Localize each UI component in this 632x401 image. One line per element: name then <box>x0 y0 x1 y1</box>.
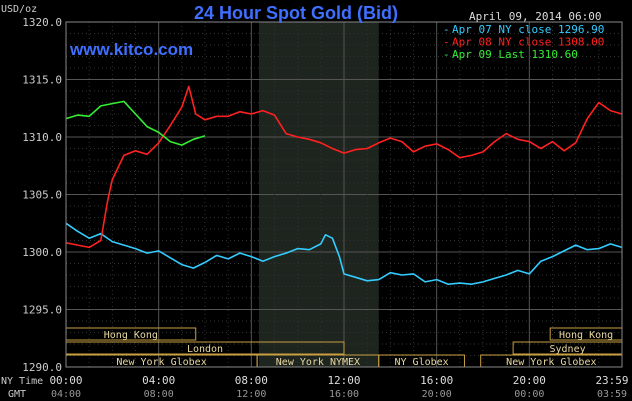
y-tick-label: 1290.0 <box>22 361 62 374</box>
chart-title: 24 Hour Spot Gold (Bid) <box>194 3 398 23</box>
y-tick-label: 1310.0 <box>22 131 62 144</box>
legend-marker: - <box>443 48 450 61</box>
source-url: www.kitco.com <box>69 40 193 59</box>
y-tick-label: 1295.0 <box>22 304 62 317</box>
x-tick-label-gmt: 20:00 <box>422 389 452 400</box>
series-line-2 <box>65 100 206 146</box>
x-tick-label-gmt: 08:00 <box>144 389 174 400</box>
x-tick-label-ny: 23:59 <box>595 374 628 387</box>
y-tick-label: 1315.0 <box>22 74 62 87</box>
series-line-1 <box>65 85 623 249</box>
unit-label: USD/oz <box>1 4 37 15</box>
y-tick-label: 1300.0 <box>22 246 62 259</box>
session-label: New York Globex <box>116 357 206 368</box>
x-tick-label-gmt: 16:00 <box>329 389 359 400</box>
plot-border <box>65 21 623 368</box>
session-label: New York Globex <box>506 357 596 368</box>
y-tick-label: 1320.0 <box>22 16 62 29</box>
x-tick-label-ny: 04:00 <box>142 374 175 387</box>
series-line-0 <box>65 222 623 286</box>
x-tick-label-gmt: 12:00 <box>236 389 266 400</box>
x-tick-label-ny: 20:00 <box>513 374 546 387</box>
x-tick-label-gmt: 00:00 <box>514 389 544 400</box>
legend-entry: Apr 09 Last 1310.60 <box>452 48 578 61</box>
legend-marker: - <box>443 36 450 49</box>
legend: - Apr 07 NY close 1296.90- Apr 08 NY close… <box>443 23 604 61</box>
x-tick-labels: 00:00 04:00 08:00 12:00 16:00 20:00 23:59 04:00… <box>49 374 628 400</box>
legend-entry: Apr 08 NY close 1308.00 <box>452 36 604 49</box>
x-tick-label-ny: 16:00 <box>420 374 453 387</box>
grid <box>66 22 622 367</box>
legend-marker: - <box>443 23 450 36</box>
x-tick-label-gmt: 03:59 <box>597 389 627 400</box>
session-label: London <box>187 344 223 355</box>
gmt-label: GMT <box>8 389 26 400</box>
x-tick-label-ny: 12:00 <box>327 374 360 387</box>
x-tick-label-ny: 00:00 <box>49 374 82 387</box>
y-tick-label: 1305.0 <box>22 189 62 202</box>
session-label: Hong Kong <box>104 330 158 341</box>
session-label: New York NYMEX <box>276 357 360 368</box>
timestamp: April 09, 2014 06:00 <box>469 10 601 23</box>
ny-time-label: NY Time <box>1 376 43 387</box>
session-label: NY Globex <box>395 357 449 368</box>
session-label: Sydney <box>549 344 585 355</box>
price-series <box>65 85 623 286</box>
y-tick-labels: 1320.0 1315.0 1310.0 1305.0 1300.0 1295.0 1290… <box>22 16 62 374</box>
session-label: Hong Kong <box>559 330 613 341</box>
legend-entry: Apr 07 NY close 1296.90 <box>452 23 604 36</box>
x-tick-label-ny: 08:00 <box>235 374 268 387</box>
x-tick-label-gmt: 04:00 <box>51 389 81 400</box>
